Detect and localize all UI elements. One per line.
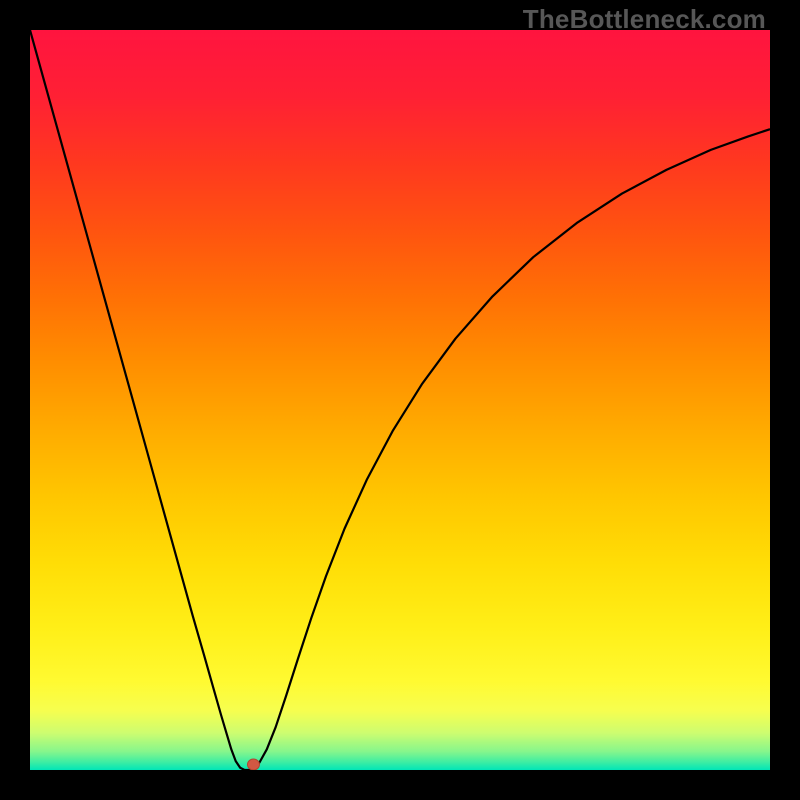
optimum-marker	[247, 759, 259, 770]
plot-area	[30, 30, 770, 770]
watermark-text: TheBottleneck.com	[523, 4, 766, 35]
chart-svg	[30, 30, 770, 770]
chart-background	[30, 30, 770, 770]
